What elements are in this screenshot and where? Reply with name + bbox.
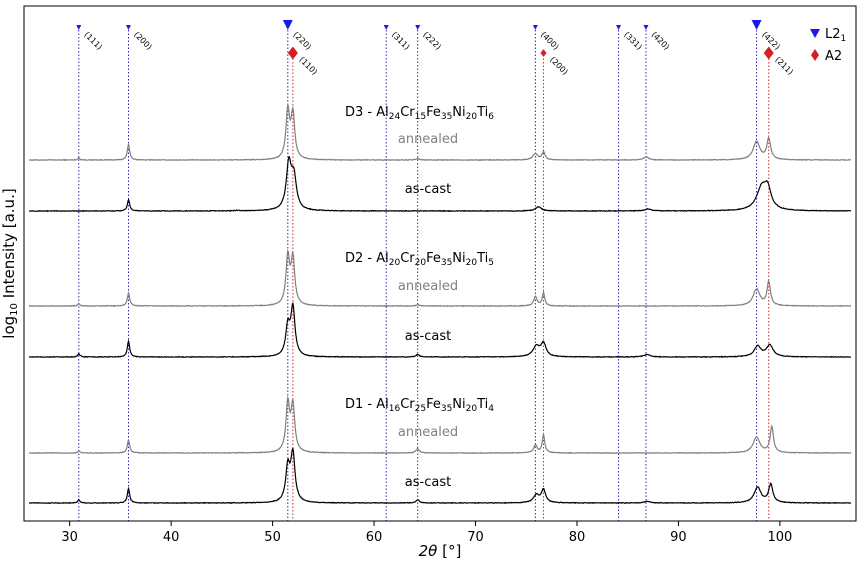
l21-hkl-label: (400) [539, 30, 561, 52]
x-tick-label: 80 [569, 530, 586, 545]
traces [28, 103, 852, 505]
x-tick-label: 70 [467, 530, 484, 545]
l21-hkl-label: (222) [421, 30, 443, 52]
l21-marker [643, 25, 649, 30]
l21-hkl-label: (420) [650, 30, 672, 52]
a2-hkl-label: (110) [297, 55, 319, 77]
x-axis-title-unit: [°] [437, 542, 461, 560]
alloy-label: D2 - Al20Cr20Fe35Ni20Ti5 [345, 251, 494, 268]
xrd-trace-as-cast [28, 155, 852, 213]
xrd-trace-as-cast [28, 447, 852, 505]
l21-hkl-label: (311) [390, 30, 412, 52]
l21-hkl-label: (220) [291, 30, 313, 52]
l21-marker [532, 25, 538, 30]
y-axis-title-rest: Intensity [a.u.] [0, 188, 18, 303]
y-axis-title: log10 Intensity [a.u.] [0, 188, 20, 338]
reference-lines [78, 30, 770, 521]
xrd-trace-annealed [28, 248, 852, 308]
a2-marker [763, 46, 774, 60]
x-tick-label: 60 [366, 530, 383, 545]
l21-hkl-label: (331) [622, 30, 644, 52]
x-axis-title: 2θ [°] [419, 542, 462, 560]
l21-marker [415, 25, 421, 30]
l21-hkl-label: (422) [760, 30, 782, 52]
x-axis: 30 40 50 60 70 80 90 100 [61, 521, 792, 545]
legend-label: L21 [825, 27, 846, 44]
legend-marker-l21 [810, 29, 820, 38]
xrd-trace-annealed [28, 395, 852, 455]
xrd-trace-as-cast [28, 302, 852, 359]
annotations: D3 - Al24Cr15Fe35Ni20Ti6 D2 - Al20Cr20Fe3… [345, 105, 494, 490]
alloy-label: D3 - Al24Cr15Fe35Ni20Ti6 [345, 105, 494, 122]
l21-hkl-label: (200) [132, 30, 154, 52]
legend-marker-a2 [811, 49, 819, 61]
peak-markers: (111) (200) (220) (311) (222) (400) (331) (420)… [76, 20, 795, 77]
l21-marker [76, 25, 82, 30]
a2-marker [540, 49, 547, 57]
l21-marker [616, 25, 622, 30]
l21-marker [751, 20, 762, 30]
series-label-annealed: annealed [398, 425, 458, 440]
x-tick-label: 40 [163, 530, 180, 545]
x-tick-label: 100 [767, 530, 792, 545]
series-label-as-cast: as-cast [405, 475, 451, 490]
legend-label: A2 [825, 49, 842, 64]
a2-hkl-label: (200) [548, 55, 570, 77]
series-label-as-cast: as-cast [405, 329, 451, 344]
l21-marker [383, 25, 389, 30]
x-axis-title-symbol: 2θ [419, 542, 438, 560]
a2-marker [287, 46, 298, 60]
alloy-label: D1 - Al16Cr25Fe35Ni20Ti4 [345, 397, 494, 414]
l21-marker [282, 20, 293, 30]
x-tick-label: 30 [61, 530, 78, 545]
series-label-annealed: annealed [398, 132, 458, 147]
series-label-as-cast: as-cast [405, 182, 451, 197]
l21-hkl-label: (111) [82, 30, 104, 52]
series-label-annealed: annealed [398, 279, 458, 294]
l21-marker [126, 25, 132, 30]
y-axis-title-sub: 10 [9, 303, 20, 316]
x-tick-label: 50 [264, 530, 281, 545]
plot-frame [23, 5, 857, 522]
x-tick-label: 90 [670, 530, 687, 545]
a2-hkl-label: (211) [773, 55, 795, 77]
xrd-trace-annealed [28, 103, 852, 162]
y-axis-title-log: log [0, 316, 18, 339]
